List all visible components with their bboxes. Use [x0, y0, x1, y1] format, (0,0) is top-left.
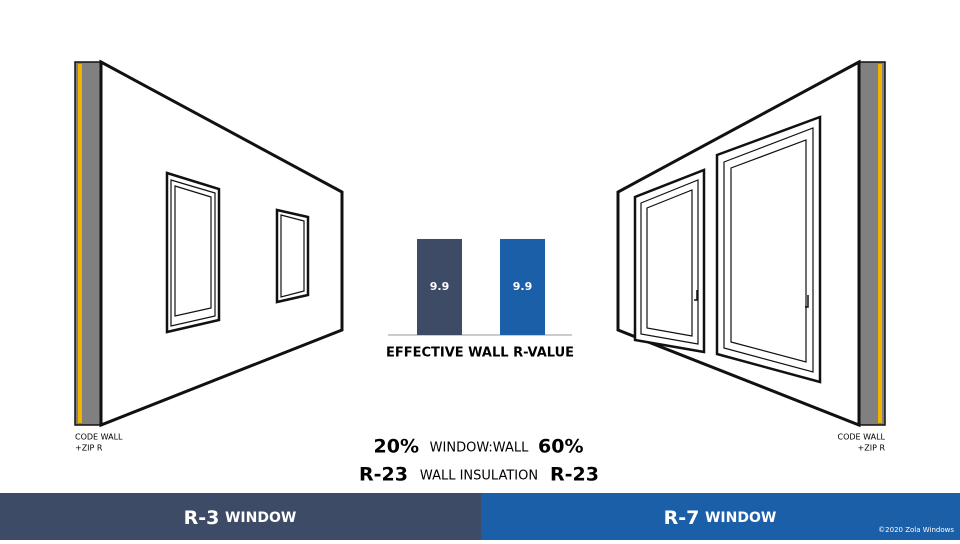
bar — [500, 238, 545, 335]
rating: R-7 — [664, 507, 700, 529]
footer-label: R-3 WINDOW — [184, 507, 297, 529]
footer-label: R-7 WINDOW — [664, 507, 777, 529]
wall-label: +ZIP R — [858, 444, 886, 453]
left-wall — [74, 59, 344, 428]
window-text: WINDOW — [705, 510, 776, 526]
wall-label: CODE WALL — [75, 433, 123, 442]
value-label: 9.9 — [513, 280, 533, 293]
wall-label: +ZIP R — [75, 444, 103, 453]
stat-left: R-23 — [359, 464, 408, 486]
stat-label: WALL INSULATION — [420, 469, 538, 484]
rating: R-3 — [184, 507, 220, 529]
wall-label: CODE WALL — [838, 433, 886, 442]
stat-left: 20% — [374, 436, 419, 458]
right-wall — [616, 59, 886, 428]
footer-left — [0, 493, 481, 540]
stat-right: 60% — [538, 436, 583, 458]
stat-label: WINDOW:WALL — [430, 441, 529, 456]
window-text: WINDOW — [225, 510, 296, 526]
chart-title: EFFECTIVE WALL R-VALUE — [386, 346, 574, 361]
bar — [417, 238, 462, 335]
copyright: ©2020 Zola Windows — [878, 526, 954, 534]
value-label: 9.9 — [430, 280, 450, 293]
stat-right: R-23 — [550, 464, 599, 486]
footer-right — [481, 493, 960, 540]
